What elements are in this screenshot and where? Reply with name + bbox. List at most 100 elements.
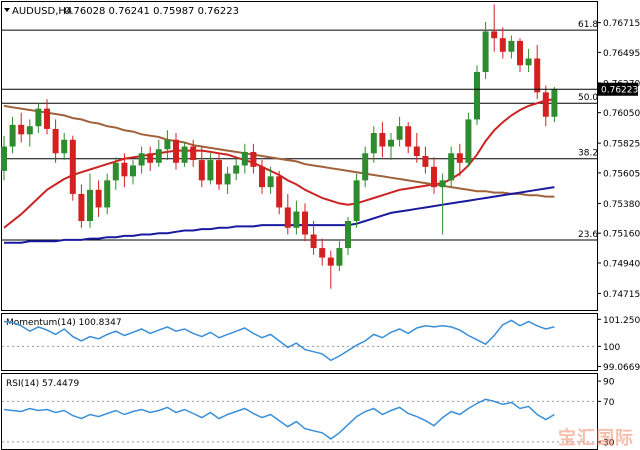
symbol-label: AUDUSD,H4 xyxy=(12,6,72,17)
price-tick-label: 0.75160 xyxy=(603,230,640,240)
fib-level-label: 23.6 xyxy=(578,230,598,240)
price-tick-label: 0.75605 xyxy=(603,169,640,179)
candle-body xyxy=(482,31,489,73)
fib-level-label: 61.8 xyxy=(578,20,598,30)
candle-body xyxy=(164,139,171,150)
candle-body xyxy=(499,38,506,52)
candle-body xyxy=(508,40,515,52)
candle-body xyxy=(525,58,532,66)
momentum-line xyxy=(3,319,555,362)
candle-body xyxy=(1,146,7,171)
candle-body xyxy=(130,165,136,177)
rsi-title: RSI(14) 57.4479 xyxy=(6,379,79,389)
last-price-tag: 0.76223 xyxy=(2,82,638,96)
candle-body xyxy=(362,153,369,181)
price-tick-label: 0.74940 xyxy=(603,259,640,269)
price-tick-label: 0.75380 xyxy=(603,200,640,210)
candle-body xyxy=(207,160,214,181)
candle-body xyxy=(293,211,300,228)
candle-body xyxy=(276,176,283,208)
candle-body xyxy=(52,128,59,154)
candle-body xyxy=(78,193,85,221)
candle-body xyxy=(542,92,549,117)
candle-body xyxy=(87,189,93,221)
candle-body xyxy=(44,108,50,129)
candle-body xyxy=(431,166,437,188)
candle-body xyxy=(551,89,558,117)
candle-body xyxy=(370,132,377,154)
candle-body xyxy=(138,153,145,166)
candle-body xyxy=(147,153,154,163)
candle-body xyxy=(121,162,128,177)
candle-body xyxy=(439,180,446,188)
candle-body xyxy=(155,149,162,163)
rsi-tick-label: 70 xyxy=(603,398,615,408)
candle-body xyxy=(259,166,265,188)
candle-body xyxy=(465,119,472,163)
momentum-title: Momentum(14) 100.8347 xyxy=(6,318,122,328)
candle-body xyxy=(69,139,76,194)
candle-body xyxy=(61,139,68,154)
candle-body xyxy=(319,248,326,258)
candle-body xyxy=(112,162,119,181)
candle-body xyxy=(224,173,231,185)
candle-body xyxy=(181,146,188,163)
candle-body xyxy=(267,176,274,188)
momentum-tick-label: 101.2505 xyxy=(603,316,640,326)
candle-body xyxy=(198,160,205,181)
last-price-label: 0.76223 xyxy=(601,86,638,96)
momentum-plot: 101.2505 100 99.0669 xyxy=(2,316,640,373)
candle-body xyxy=(379,132,386,147)
fibonacci-levels: 61.8 50.0 38.2 23.6 xyxy=(2,20,598,241)
last-price-box xyxy=(598,82,638,96)
candle-body xyxy=(173,139,179,163)
price-tick-label: 0.76050 xyxy=(603,109,640,119)
candle-body xyxy=(95,189,102,208)
candle-body xyxy=(26,126,33,135)
candle-body xyxy=(284,207,291,228)
candle-body xyxy=(388,139,394,147)
fib-level-label: 50.0 xyxy=(578,93,598,103)
candle-body xyxy=(422,156,429,167)
collapse-triangle-icon[interactable] xyxy=(4,8,10,12)
watermark-logo: 宝汇国际 xyxy=(558,428,634,449)
candle-body xyxy=(413,146,420,156)
price-tick-label: 0.76715 xyxy=(603,19,640,29)
candle-body xyxy=(336,248,343,266)
candle-body xyxy=(456,153,463,163)
candle-body xyxy=(233,165,240,174)
candle-body xyxy=(474,72,480,120)
fib-level-label: 38.2 xyxy=(578,149,598,159)
candle-body xyxy=(405,126,412,147)
price-tick-label: 0.75825 xyxy=(603,140,640,150)
candle-body xyxy=(517,40,523,66)
ma-brown-line xyxy=(3,104,555,198)
candle-body xyxy=(310,234,317,249)
price-tick-label: 0.76495 xyxy=(603,49,640,59)
rsi-plot: 90 70 30 xyxy=(2,378,615,448)
price-tick-label: 0.74715 xyxy=(603,290,640,300)
rsi-tick-label: 90 xyxy=(603,378,615,388)
candle-body xyxy=(345,220,351,249)
ohlc-values: 0.76028 0.76241 0.75987 0.76223 xyxy=(64,6,239,17)
rsi-line xyxy=(3,398,555,440)
ma-blue-line xyxy=(4,186,555,244)
candle-body xyxy=(216,160,222,185)
candle-body xyxy=(534,58,541,93)
candle-body xyxy=(18,124,25,135)
candle-body xyxy=(190,146,197,161)
candle-body xyxy=(396,126,403,140)
momentum-tick-label: 99.0669 xyxy=(603,363,640,373)
candle-body xyxy=(104,180,111,208)
candle-body xyxy=(302,211,308,235)
candle-body xyxy=(448,153,455,181)
candlesticks xyxy=(1,4,558,289)
candle-body xyxy=(250,151,257,167)
candle-body xyxy=(353,180,360,221)
candle-body xyxy=(327,257,334,266)
candle-body xyxy=(9,124,16,147)
candle-body xyxy=(491,31,498,39)
momentum-tick-label: 100 xyxy=(603,343,620,353)
rsi-tick-label: 30 xyxy=(603,438,615,448)
